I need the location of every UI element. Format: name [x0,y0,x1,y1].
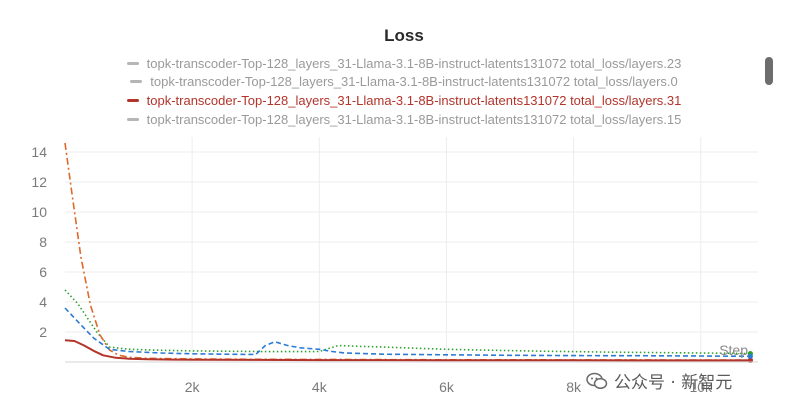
legend-entry-layers-0[interactable]: topk-transcoder-Top-128_layers_31-Llama-… [0,73,796,92]
legend-swatch [126,117,139,121]
legend-swatch [126,98,139,102]
y-tick-label-8: 8 [39,234,47,250]
x-tick-label-2k: 2k [185,379,201,395]
legend-scrollbar[interactable] [765,57,773,85]
chart-title: Loss [384,26,424,45]
y-tick-label-4: 4 [39,294,47,310]
y-tick-label-2: 2 [39,324,47,340]
x-tick-label-4k: 4k [312,379,328,395]
x-tick-label-8k: 8k [566,379,582,395]
x-axis-label: Step [719,342,748,358]
y-tick-label-14: 14 [31,144,47,160]
series-line-0 [64,289,751,355]
y-tick-label-6: 6 [39,264,47,280]
series-lines [64,142,753,363]
legend-swatch [130,80,143,84]
series-line-2 [64,339,751,362]
y-tick-label-10: 10 [31,204,47,220]
series-line-3 [64,307,751,358]
watermark: 公众号 · 新智元 [586,368,732,393]
x-axis-ticks: 2k 4k 6k 8k 10k [185,379,713,395]
legend-label: topk-transcoder-Top-128_layers_31-Llama-… [146,55,682,71]
x-tick-label-10k: 10k [689,379,713,395]
series-line-1 [64,142,751,361]
legend-label: topk-transcoder-Top-128_layers_31-Llama-… [150,74,678,90]
series-end-point-3 [747,353,753,359]
legend-entry-layers-31[interactable]: topk-transcoder-Top-128_layers_31-Llama-… [0,91,796,110]
wechat-icon [586,372,608,389]
chart-legend: topk-transcoder-Top-128_layers_31-Llama-… [0,54,796,128]
legend-swatch [126,61,139,65]
y-axis-ticks: 2 4 6 8 10 12 14 [31,144,47,340]
legend-label: topk-transcoder-Top-128_layers_31-Llama-… [146,92,682,108]
watermark-text: 公众号 · 新智元 [614,373,733,393]
x-tick-label-6k: 6k [439,379,455,395]
legend-label: topk-transcoder-Top-128_layers_31-Llama-… [146,111,682,127]
grid-lines [65,137,758,362]
legend-entry-layers-15[interactable]: topk-transcoder-Top-128_layers_31-Llama-… [0,110,796,129]
y-tick-label-12: 12 [31,174,47,190]
legend-entry-layers-23[interactable]: topk-transcoder-Top-128_layers_31-Llama-… [0,54,796,73]
